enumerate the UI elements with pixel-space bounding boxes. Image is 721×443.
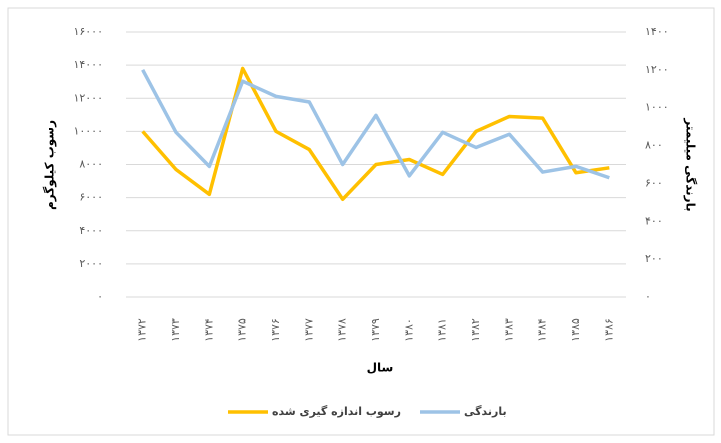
x-tick-label: ۱۳۷۴ [202, 318, 215, 342]
y-tick-label: ۱۴۰۰۰ [73, 58, 103, 71]
x-tick-label: ۱۳۷۲ [136, 318, 149, 342]
x-tick-label: ۱۳۷۶ [269, 318, 282, 342]
series-line [141, 66, 610, 202]
x-axis-title: سال [367, 361, 394, 375]
y-tick-label: ۱۲۰۰۰ [73, 91, 103, 104]
y-tick-label: ۰ [97, 290, 103, 303]
y-tick-label: ۲۰۰۰ [79, 257, 103, 270]
y2-tick-label: ۲۰۰ [645, 252, 663, 265]
x-tick-label: ۱۳۸۱ [436, 318, 449, 342]
x-tick-label: ۱۳۷۸ [336, 318, 349, 342]
y-tick-label: ۶۰۰۰ [79, 191, 103, 204]
x-tick-label: ۱۳۸۵ [569, 318, 582, 342]
legend-label: بارندگی [464, 405, 507, 418]
x-tick-label: ۱۳۷۳ [169, 318, 182, 342]
y2-tick-label: ۶۰۰ [645, 176, 663, 189]
y2-tick-label: ۱۴۰۰ [645, 25, 669, 38]
legend-label: رسوب اندازه گیری شده [272, 405, 401, 418]
y-tick-label: ۱۶۰۰۰ [73, 25, 103, 38]
y2-tick-label: ۱۲۰۰ [645, 63, 669, 76]
y2-tick-label: ۴۰۰ [645, 214, 663, 227]
x-tick-label: ۱۳۸۴ [536, 318, 549, 342]
y-tick-label: ۴۰۰۰ [79, 224, 103, 237]
x-tick-label: ۱۳۸۳ [502, 318, 515, 342]
x-tick-label: ۱۳۷۷ [302, 318, 315, 342]
y2-axis-title: بارندگی میلیمتر [684, 117, 698, 211]
y2-tick-label: ۱۰۰۰ [645, 101, 669, 114]
y-tick-label: ۱۰۰۰۰ [73, 124, 103, 137]
series-line [141, 69, 610, 180]
x-tick-label: ۱۳۸۶ [602, 318, 615, 342]
x-tick-label: ۱۳۷۹ [369, 318, 382, 342]
y2-tick-label: ۸۰۰ [645, 139, 663, 152]
x-tick-label: ۱۳۸۰ [402, 318, 415, 342]
y-tick-label: ۸۰۰۰ [79, 158, 103, 171]
x-tick-label: ۱۳۷۵ [236, 318, 249, 342]
x-tick-label: ۱۳۸۲ [469, 318, 482, 342]
y-axis-title: رسوب کیلوگرم [43, 120, 58, 210]
y2-tick-label: ۰ [645, 290, 651, 303]
chart-frame [7, 7, 715, 436]
